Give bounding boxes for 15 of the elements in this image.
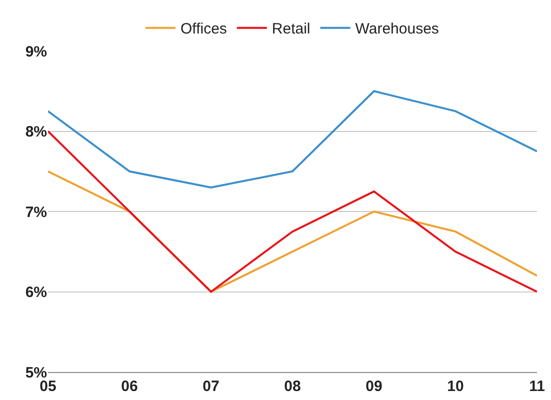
x-tick-label: 08 [284,378,301,395]
x-tick-label: 11 [529,378,545,395]
x-tick-label: 06 [121,378,138,395]
x-tick-label: 07 [202,378,220,395]
y-tick-label: 7% [25,204,47,221]
line-series [48,130,537,293]
y-tick-label: 6% [25,284,47,301]
legend-label: Warehouses [355,20,439,38]
legend-label: Retail [272,20,310,38]
y-tick-label: 8% [25,124,47,140]
line-series [48,90,537,188]
legend-label: Offices [180,20,227,38]
y-tick-label: 9% [25,43,47,60]
x-tick-label: 09 [366,378,382,395]
x-tick-label: 10 [447,378,464,395]
